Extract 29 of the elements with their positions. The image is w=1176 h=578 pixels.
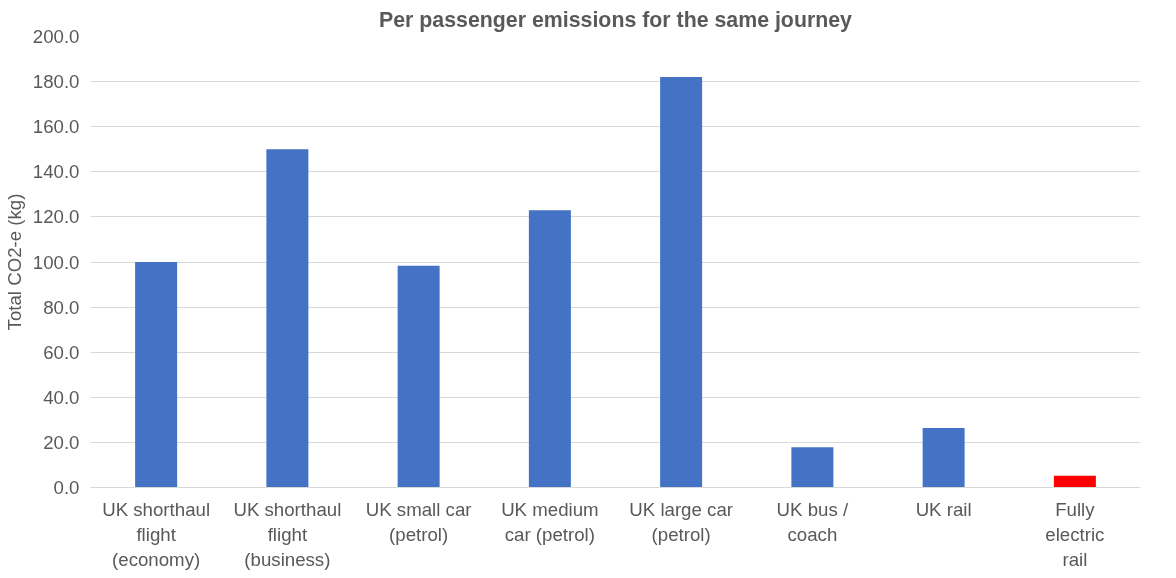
y-tick-label: 40.0 bbox=[43, 386, 80, 408]
y-tick-label: 60.0 bbox=[43, 341, 80, 363]
bar bbox=[922, 427, 965, 488]
y-tick-label: 0.0 bbox=[53, 477, 80, 498]
bar bbox=[1053, 475, 1096, 488]
y-tick-label: 160.0 bbox=[32, 116, 80, 138]
y-tick-label: 180.0 bbox=[32, 71, 80, 93]
x-tick-label: UK large car (petrol) bbox=[629, 498, 733, 545]
y-tick-label: 20.0 bbox=[43, 431, 80, 453]
x-tick-label: UK small car (petrol) bbox=[365, 498, 472, 545]
x-tick-label: UK shorthaul flight (economy) bbox=[102, 498, 211, 570]
y-tick-label: 140.0 bbox=[32, 161, 80, 183]
y-tick-label: 80.0 bbox=[43, 296, 80, 318]
y-tick-label: 120.0 bbox=[32, 206, 80, 228]
x-tick-label: Fully electric rail bbox=[1045, 498, 1105, 570]
bar bbox=[791, 447, 834, 488]
bar bbox=[528, 210, 571, 488]
bar bbox=[135, 262, 178, 488]
y-tick-label: 200.0 bbox=[32, 26, 80, 47]
bar bbox=[397, 265, 440, 488]
x-tick-label: UK rail bbox=[915, 498, 972, 520]
bar bbox=[266, 149, 309, 488]
x-tick-label: UK medium car (petrol) bbox=[501, 498, 599, 545]
x-tick-label: UK shorthaul flight (business) bbox=[233, 498, 342, 570]
bar bbox=[660, 77, 703, 488]
y-axis-title: Total CO2-e (kg) bbox=[3, 193, 25, 331]
y-tick-label: 100.0 bbox=[32, 251, 80, 273]
chart-title: Per passenger emissions for the same journey bbox=[379, 7, 853, 32]
x-tick-label: UK bus / coach bbox=[776, 498, 849, 545]
